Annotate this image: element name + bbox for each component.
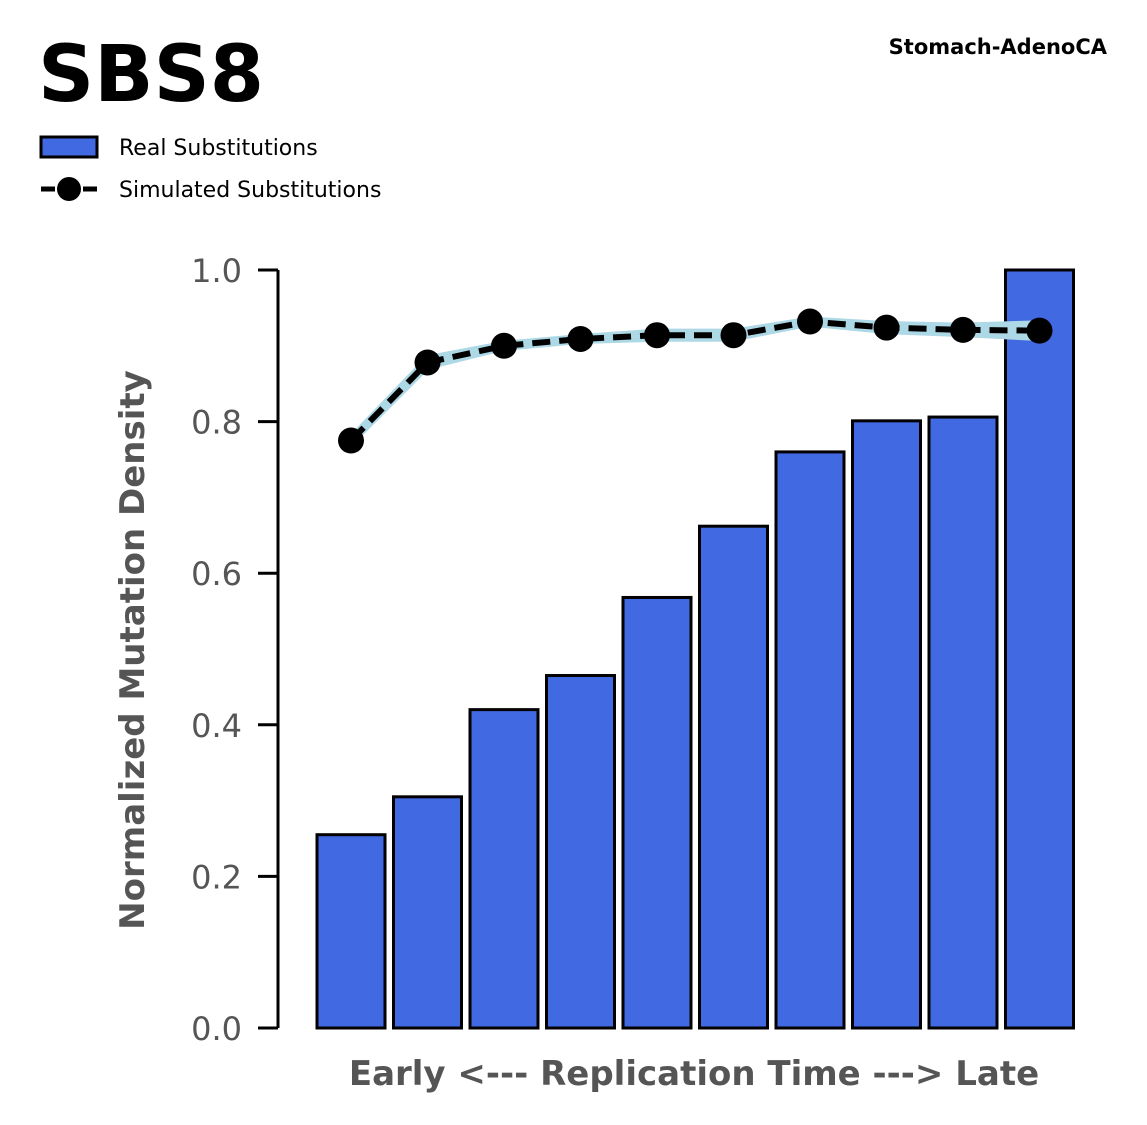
legend: Real Substitutions Simulated Substitutio… (39, 135, 381, 203)
simulated-point-10 (1026, 317, 1053, 344)
x-axis-label: Early <--- Replication Time ---> Late (349, 1054, 1039, 1094)
y-axis-label: Normalized Mutation Density (113, 370, 153, 930)
bar-real-1 (315, 833, 387, 1030)
chart-title: SBS8 (38, 30, 264, 120)
y-tick-label-2: 0.4 (191, 707, 242, 745)
y-tick-label-4: 0.8 (191, 404, 242, 442)
simulated-point-7 (797, 308, 823, 335)
legend-swatch-real (39, 135, 99, 159)
y-axis: 0.0 0.2 0.4 0.6 0.8 1.0 (191, 252, 280, 1048)
y-tick-label-3: 0.6 (191, 555, 242, 593)
bar-group (315, 268, 1075, 1030)
bar-real-9 (927, 415, 999, 1030)
simulated-point-9 (950, 316, 976, 343)
bar-real-5 (621, 595, 693, 1030)
simulated-point-6 (720, 322, 747, 349)
simulated-line (348, 318, 1040, 443)
bar-real-4 (545, 674, 616, 1030)
simulated-point-1 (338, 427, 364, 454)
bar-real-10 (1004, 268, 1075, 1030)
bar-real-6 (698, 524, 769, 1030)
bar-real-3 (468, 708, 540, 1030)
simulated-point-5 (644, 322, 670, 349)
legend-label-simulated: Simulated Substitutions (119, 178, 381, 203)
simulated-point-4 (567, 325, 594, 352)
simulated-line-group (338, 308, 1053, 454)
simulated-point-2 (414, 349, 441, 376)
y-tick-label-1: 0.2 (191, 858, 242, 896)
bar-real-8 (851, 419, 922, 1030)
bar-real-7 (774, 450, 846, 1030)
y-tick-label-5: 1.0 (191, 252, 242, 290)
y-tick-label-0: 0.0 (191, 1010, 242, 1048)
simulated-point-3 (491, 332, 517, 359)
chart-subtitle: Stomach-AdenoCA (889, 35, 1108, 59)
legend-marker-simulated (57, 177, 81, 201)
bar-real-2 (392, 795, 463, 1030)
simulated-point-8 (873, 314, 900, 341)
legend-label-real: Real Substitutions (119, 136, 318, 161)
